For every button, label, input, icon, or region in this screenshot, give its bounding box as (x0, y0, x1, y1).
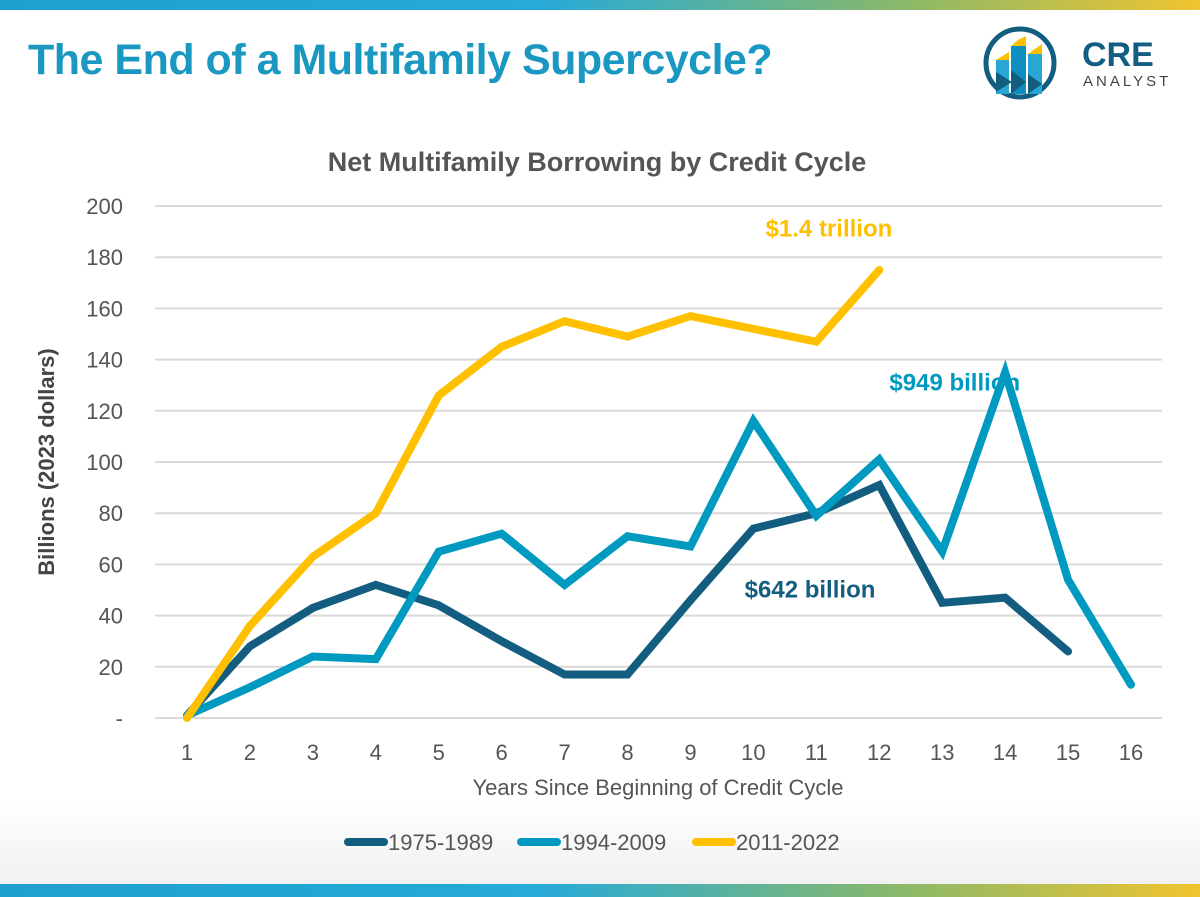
x-tick-label: 4 (370, 740, 382, 765)
y-tick-label: 60 (99, 552, 123, 577)
y-tick-label: 100 (86, 450, 123, 475)
x-tick-label: 12 (867, 740, 891, 765)
y-axis-title: Billions (2023 dollars) (34, 348, 59, 575)
y-tick-label: 140 (86, 348, 123, 373)
legend-label: 2011-2022 (736, 830, 840, 855)
x-tick-label: 5 (433, 740, 445, 765)
x-tick-label: 14 (993, 740, 1017, 765)
cre-analyst-logo: CRE ANALYST (982, 22, 1182, 104)
x-tick-label: 13 (930, 740, 954, 765)
logo-cre-text: CRE (1082, 36, 1154, 74)
y-tick-label: 200 (86, 194, 123, 219)
x-tick-label: 15 (1056, 740, 1080, 765)
y-tick-label: 120 (86, 399, 123, 424)
logo-analyst-text: ANALYST (1083, 73, 1171, 90)
page-title: The End of a Multifamily Supercycle? (28, 36, 773, 84)
x-tick-label: 7 (558, 740, 570, 765)
series-line-1975-1989 (183, 479, 1073, 720)
y-tick-label: 20 (99, 655, 123, 680)
y-tick-label: 40 (99, 604, 123, 629)
x-tick-label: 1 (181, 740, 193, 765)
x-tick-label: 16 (1119, 740, 1143, 765)
chart-title: Net Multifamily Borrowing by Credit Cycl… (328, 147, 867, 177)
series-total-annotation: $949 billion (889, 369, 1020, 396)
y-tick-label: - (116, 706, 123, 731)
y-tick-label: 160 (86, 296, 123, 321)
series-total-annotation: $642 billion (745, 577, 876, 604)
x-tick-label: 2 (244, 740, 256, 765)
x-tick-label: 6 (496, 740, 508, 765)
bottom-gradient-bar (0, 884, 1200, 897)
x-tick-label: 8 (621, 740, 633, 765)
legend-label: 1975-1989 (388, 830, 493, 855)
series-total-annotation: $1.4 trillion (766, 216, 893, 243)
series-line-2011-2022 (183, 266, 884, 722)
y-tick-label: 180 (86, 245, 123, 270)
x-tick-label: 11 (805, 740, 828, 765)
legend-label: 1994-2009 (561, 830, 666, 855)
x-axis-title: Years Since Beginning of Credit Cycle (473, 775, 844, 800)
top-gradient-bar (0, 0, 1200, 10)
x-tick-label: 3 (307, 740, 319, 765)
x-tick-label: 10 (741, 740, 765, 765)
y-tick-label: 80 (99, 501, 123, 526)
series-line-1994-2009 (183, 359, 1135, 720)
x-tick-label: 9 (684, 740, 696, 765)
